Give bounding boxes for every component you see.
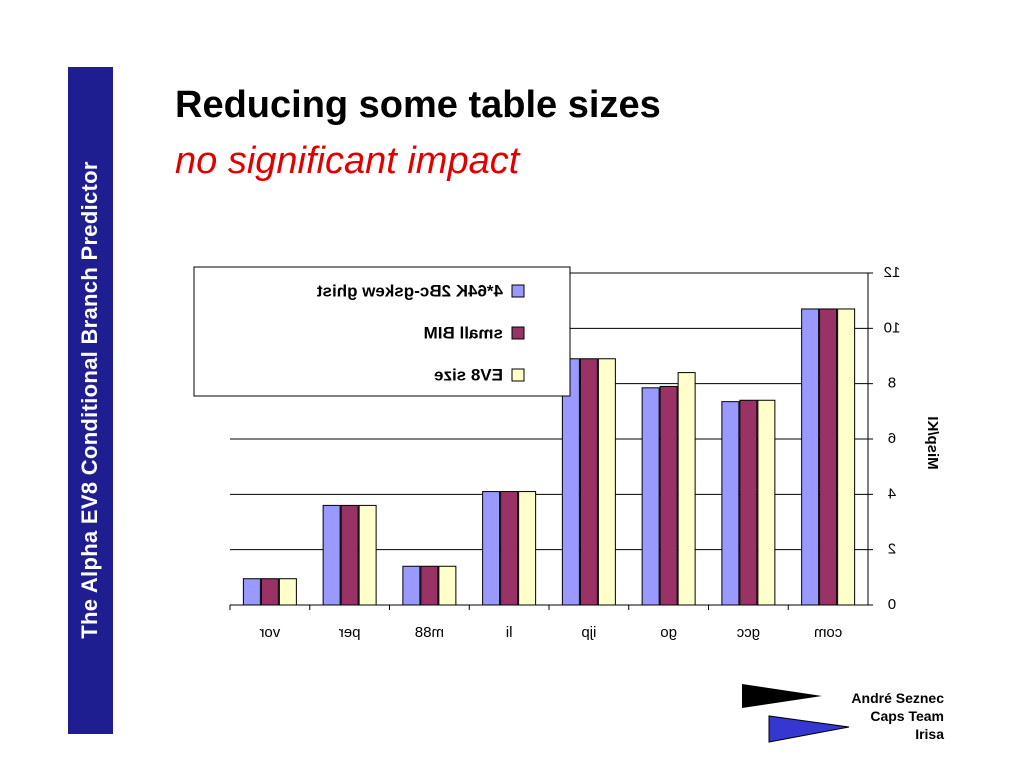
y-tick-label: 6 [888,430,896,447]
category-label-com: com [814,624,842,641]
bar-gcc-series-3 [721,401,740,606]
footer-institution: Irisa [915,726,944,742]
bar-com-series-2 [819,308,838,606]
bar-go-series-1 [677,372,696,606]
bar-m88-series-3 [402,565,421,606]
bar-per-series-3 [322,504,341,606]
category-label-per: per [339,624,361,641]
legend-box [193,266,571,397]
bar-ijp-series-2 [579,358,598,606]
footer-credits: André Seznec Caps Team Irisa [851,689,944,743]
bar-li-series-3 [482,491,501,606]
y-tick-label: 8 [888,375,896,392]
legend-swatch-3 [511,284,525,298]
bar-gcc-series-1 [757,399,776,606]
bar-m88-series-2 [420,565,439,606]
bar-per-series-1 [358,504,377,606]
y-tick-label: 0 [888,596,896,613]
bar-vor-series-3 [242,578,261,606]
footer-author: André Seznec [851,690,944,706]
y-tick-label: 12 [884,264,901,281]
bar-li-series-1 [518,491,537,606]
bar-go-series-3 [641,387,660,606]
y-tick-label: 2 [888,541,896,558]
bar-com-series-1 [837,308,856,606]
bar-vor-series-1 [278,578,297,606]
y-axis-title: Misp/KI [924,416,941,469]
category-label-go: go [660,624,677,641]
y-tick-label: 10 [884,319,901,336]
legend-swatch-1 [511,368,525,382]
slide-title: Reducing some table sizes [175,84,661,126]
slide-subtitle: no significant impact [175,140,520,182]
y-tick-label: 4 [888,485,896,502]
sidebar-band [68,67,113,734]
dark-arrow-icon [742,684,822,708]
category-label-gcc: gcc [736,624,760,641]
footer-team: Caps Team [870,708,944,724]
bar-vor-series-2 [260,578,279,606]
legend-label-2: small BIM [424,323,503,342]
legend-label-1: EV8 size [434,365,503,384]
category-label-li: li [506,624,513,641]
legend-swatch-2 [511,326,525,340]
blue-arrow-icon [768,715,850,743]
legend-label-3: 4*64K 2Bc-gskew ghist [317,281,503,300]
bar-li-series-2 [500,491,519,606]
bar-m88-series-1 [438,565,457,606]
bar-gcc-series-2 [739,399,758,606]
bar-go-series-2 [659,385,678,606]
category-label-vor: vor [259,624,280,641]
bar-ijp-series-3 [561,358,580,606]
bar-per-series-2 [340,504,359,606]
bar-ijp-series-1 [597,358,616,606]
category-label-ijp: ijp [581,624,596,641]
bar-com-series-3 [801,308,820,606]
category-label-m88: m88 [415,624,444,641]
